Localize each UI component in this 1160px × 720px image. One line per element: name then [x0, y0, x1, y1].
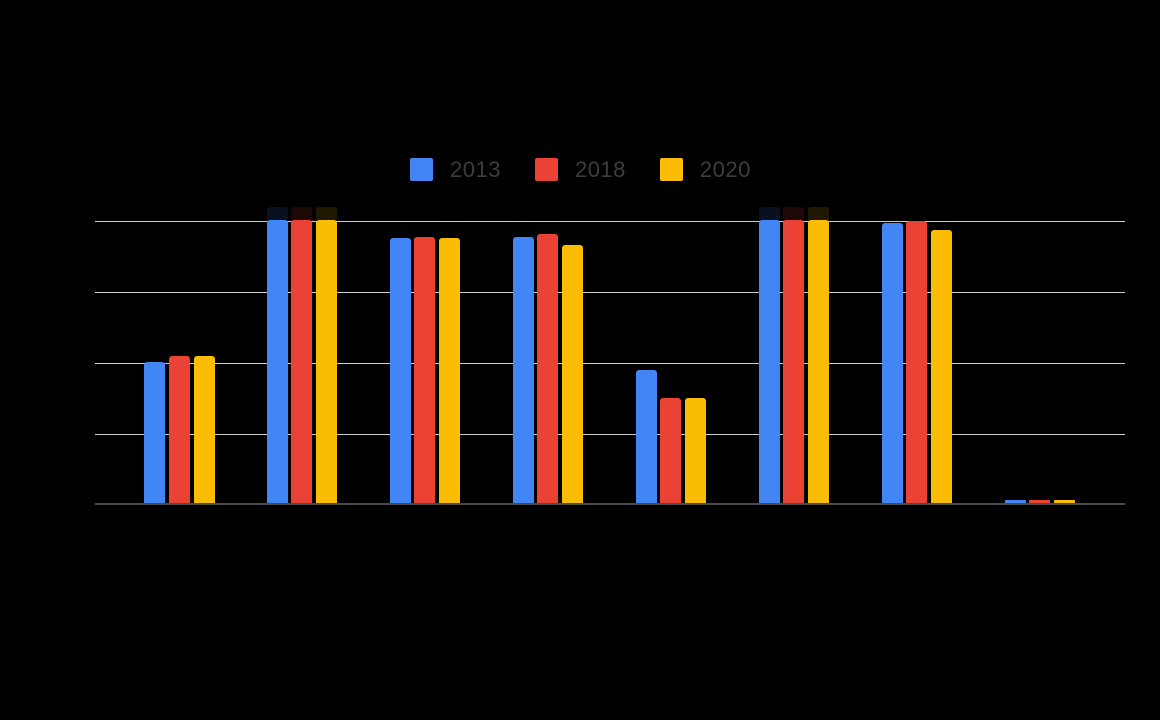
bar-2013-group1 [144, 361, 165, 503]
bar-overflow-cap-2020-group2 [316, 207, 338, 220]
bar-overflow-cap-2018-group2 [291, 207, 313, 220]
bar-2020-group4 [562, 245, 584, 503]
gridline [95, 434, 1125, 435]
legend-item-2013: 2013 [410, 158, 501, 181]
legend-label-2018: 2018 [574, 157, 626, 182]
plot-area [95, 207, 1125, 505]
bar-2020-group3 [439, 238, 461, 503]
bar-2018-group4 [537, 234, 559, 503]
bar-2020-group2 [316, 220, 338, 503]
bar-2020-group7 [931, 229, 953, 503]
gridline [95, 363, 1125, 364]
legend-item-2018: 2018 [534, 157, 626, 182]
bar-2013-group4 [512, 236, 534, 503]
x-axis-line [95, 503, 1125, 505]
bar-2020-group6 [808, 220, 830, 503]
bar-2018-group6 [783, 220, 805, 503]
chart-legend: 2013 2018 2020 [410, 158, 751, 181]
legend-swatch-2018-icon [534, 158, 558, 181]
bar-2018-group2 [291, 220, 313, 503]
legend-swatch-2020-icon [659, 158, 683, 181]
bar-2018-group7 [906, 221, 928, 503]
legend-swatch-2013-icon [410, 158, 433, 181]
bar-overflow-cap-2013-group2 [266, 207, 288, 220]
bar-2018-group3 [414, 236, 436, 503]
bar-2018-group5 [660, 398, 682, 503]
bar-overflow-cap-2013-group6 [758, 207, 780, 220]
bar-2013-group2 [266, 220, 288, 503]
bar-2020-group8 [1054, 500, 1075, 503]
bar-overflow-cap-2018-group6 [783, 207, 805, 220]
bar-2020-group5 [685, 398, 707, 503]
bar-overflow-cap-2020-group6 [808, 207, 830, 220]
legend-item-2020: 2020 [659, 157, 751, 182]
bar-2018-group8 [1029, 500, 1050, 503]
bar-2020-group1 [193, 355, 215, 503]
gridline [95, 292, 1125, 293]
gridline [95, 221, 1125, 222]
bar-2013-group3 [389, 238, 411, 503]
bar-2013-group7 [881, 222, 903, 503]
bar-2018-group1 [168, 355, 190, 503]
legend-label-2020: 2020 [699, 157, 751, 182]
bar-2013-group6 [758, 220, 780, 503]
bar-2013-group8 [1004, 500, 1026, 503]
bar-2013-group5 [635, 370, 657, 503]
legend-label-2013: 2013 [450, 157, 501, 182]
